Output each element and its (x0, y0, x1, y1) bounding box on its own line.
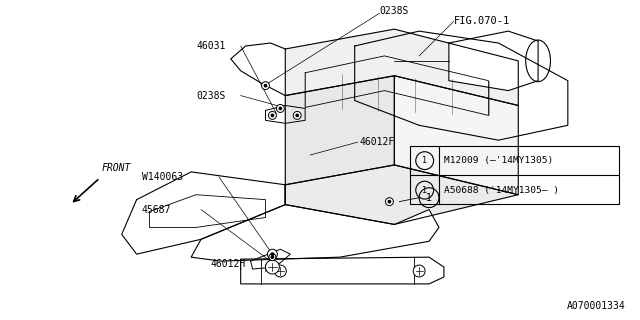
Circle shape (385, 198, 394, 206)
Circle shape (269, 254, 276, 260)
Circle shape (262, 82, 269, 90)
Text: W140063: W140063 (141, 172, 182, 182)
Circle shape (266, 260, 279, 274)
Text: A070001334: A070001334 (566, 301, 625, 311)
Polygon shape (285, 29, 518, 106)
Polygon shape (394, 76, 518, 195)
Circle shape (264, 84, 267, 87)
Text: M12009 (–'14MY1305): M12009 (–'14MY1305) (444, 156, 553, 165)
Circle shape (271, 253, 274, 255)
Circle shape (271, 256, 274, 258)
Text: A50688 ('14MY1305– ): A50688 ('14MY1305– ) (444, 186, 559, 195)
Text: 46012F: 46012F (360, 137, 395, 147)
Text: 45687: 45687 (141, 204, 171, 215)
Text: FRONT: FRONT (102, 163, 131, 173)
Circle shape (293, 111, 301, 119)
Text: 1: 1 (426, 193, 432, 203)
Text: 0238S: 0238S (196, 91, 225, 100)
Polygon shape (285, 76, 394, 185)
Polygon shape (355, 31, 568, 140)
Circle shape (413, 265, 425, 277)
Text: 1: 1 (422, 186, 427, 195)
Circle shape (268, 249, 277, 259)
Text: FIG.070-1: FIG.070-1 (454, 16, 510, 26)
Polygon shape (285, 165, 518, 224)
Circle shape (275, 265, 286, 277)
Circle shape (271, 114, 274, 116)
Text: 46031: 46031 (196, 41, 225, 51)
Text: 46012H: 46012H (211, 259, 246, 269)
Bar (410, 146, 620, 204)
Polygon shape (241, 257, 444, 284)
Text: 0238S: 0238S (380, 6, 409, 16)
Polygon shape (449, 31, 538, 91)
Text: 1: 1 (422, 156, 427, 165)
Circle shape (268, 111, 276, 119)
Circle shape (276, 105, 284, 112)
Circle shape (388, 200, 390, 203)
Polygon shape (191, 185, 439, 261)
Polygon shape (122, 172, 285, 254)
Circle shape (296, 114, 298, 116)
Circle shape (279, 107, 282, 110)
